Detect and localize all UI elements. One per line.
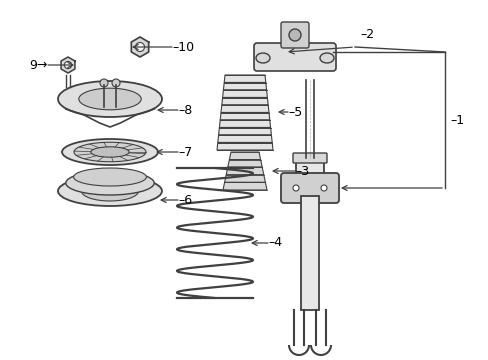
Text: –3: –3	[294, 165, 308, 177]
FancyBboxPatch shape	[253, 43, 335, 71]
Ellipse shape	[81, 181, 138, 201]
Ellipse shape	[66, 171, 154, 195]
Text: –10: –10	[172, 41, 194, 54]
Ellipse shape	[91, 147, 129, 157]
Circle shape	[320, 185, 326, 191]
Text: –1: –1	[449, 113, 463, 126]
Polygon shape	[224, 175, 265, 183]
Polygon shape	[219, 120, 270, 127]
Text: –4: –4	[267, 237, 282, 249]
Text: –2: –2	[359, 27, 373, 41]
FancyBboxPatch shape	[292, 153, 326, 163]
Polygon shape	[223, 183, 266, 190]
Ellipse shape	[79, 88, 141, 110]
Ellipse shape	[62, 139, 158, 165]
Polygon shape	[224, 75, 265, 82]
Circle shape	[292, 185, 298, 191]
Polygon shape	[218, 127, 271, 135]
Polygon shape	[217, 143, 272, 150]
Polygon shape	[131, 37, 148, 57]
Circle shape	[64, 62, 71, 69]
Ellipse shape	[319, 53, 333, 63]
FancyBboxPatch shape	[281, 173, 338, 203]
Text: –8: –8	[178, 104, 192, 117]
Bar	[301, 196, 318, 310]
Polygon shape	[217, 135, 272, 143]
Ellipse shape	[74, 168, 146, 186]
Polygon shape	[222, 90, 267, 98]
Circle shape	[112, 79, 120, 87]
Ellipse shape	[58, 81, 162, 117]
Polygon shape	[226, 167, 263, 175]
Polygon shape	[229, 152, 260, 159]
FancyBboxPatch shape	[281, 22, 308, 48]
Text: –5: –5	[287, 105, 302, 118]
Circle shape	[135, 42, 144, 51]
Text: 9→: 9→	[30, 59, 48, 72]
Text: –7: –7	[178, 145, 192, 158]
Polygon shape	[61, 57, 75, 73]
Polygon shape	[222, 98, 267, 105]
Bar	[295, 158, 324, 196]
Polygon shape	[227, 159, 262, 167]
Circle shape	[100, 79, 108, 87]
Ellipse shape	[58, 176, 162, 206]
Text: –6: –6	[178, 194, 192, 207]
Circle shape	[288, 29, 301, 41]
Ellipse shape	[74, 142, 146, 162]
Polygon shape	[220, 112, 269, 120]
Ellipse shape	[256, 53, 269, 63]
Polygon shape	[223, 82, 266, 90]
Polygon shape	[221, 105, 268, 112]
